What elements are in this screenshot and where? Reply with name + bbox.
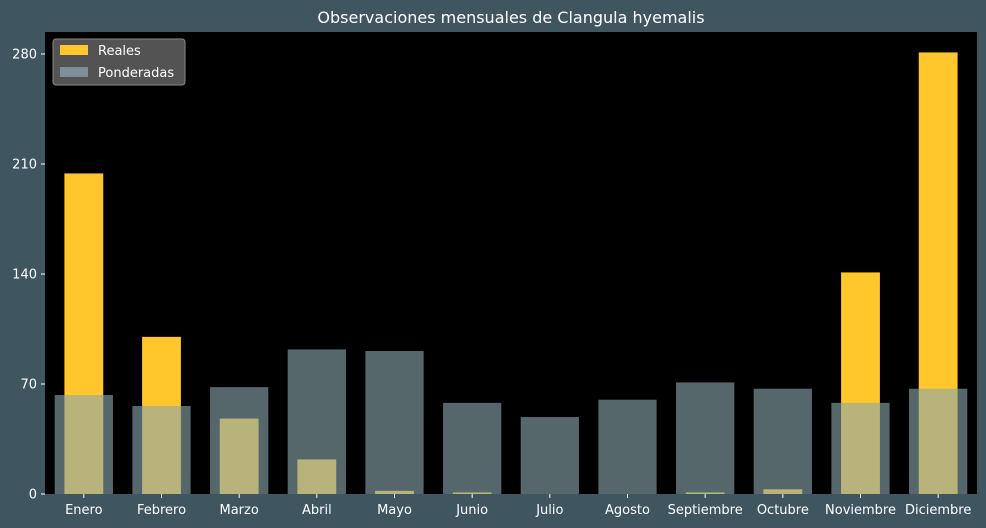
x-tick-label-diciembre: Diciembre bbox=[905, 503, 971, 518]
bar-ponderadas-mayo bbox=[365, 351, 424, 494]
y-tick-label-210: 210 bbox=[12, 158, 37, 173]
x-tick-label-enero: Enero bbox=[65, 503, 103, 518]
axes-layer: Enero Febrero Marzo Abril Mayo Junio Julio Agos… bbox=[12, 48, 971, 519]
legend-swatch-ponderadas bbox=[60, 67, 88, 77]
bar-ponderadas-julio bbox=[520, 417, 579, 494]
x-tick-label-septiembre: Septiembre bbox=[668, 503, 743, 518]
legend-label-reales: Reales bbox=[98, 44, 141, 59]
x-tick-label-febrero: Febrero bbox=[137, 503, 186, 518]
plot-area bbox=[45, 32, 977, 494]
y-tick-label-0: 0 bbox=[29, 488, 37, 503]
y-tick-label-140: 140 bbox=[12, 268, 37, 283]
bar-ponderadas-junio bbox=[443, 402, 502, 494]
bar-ponderadas-diciembre bbox=[909, 388, 968, 494]
bar-ponderadas-enero bbox=[54, 395, 113, 494]
legend: Reales Ponderadas bbox=[52, 38, 186, 86]
legend-swatch-reales bbox=[60, 45, 88, 55]
bar-ponderadas-octubre bbox=[753, 388, 812, 494]
chart-title: Observaciones mensuales de Clangula hyem… bbox=[317, 8, 704, 27]
bar-ponderadas-septiembre bbox=[676, 382, 735, 494]
x-tick-label-abril: Abril bbox=[302, 503, 332, 518]
x-tick-label-mayo: Mayo bbox=[377, 503, 412, 518]
x-tick-label-agosto: Agosto bbox=[605, 503, 650, 518]
y-tick-label-280: 280 bbox=[12, 48, 37, 63]
bar-ponderadas-febrero bbox=[132, 406, 191, 494]
x-tick-label-julio: Julio bbox=[535, 503, 563, 518]
bar-ponderadas-agosto bbox=[598, 399, 657, 494]
legend-label-ponderadas: Ponderadas bbox=[98, 66, 174, 81]
x-tick-label-octubre: Octubre bbox=[757, 503, 809, 518]
bars-layer bbox=[54, 52, 968, 495]
bar-ponderadas-abril bbox=[287, 349, 346, 494]
y-tick-label-70: 70 bbox=[20, 378, 37, 393]
x-tick-label-noviembre: Noviembre bbox=[825, 503, 896, 518]
x-tick-label-junio: Junio bbox=[455, 503, 488, 518]
x-tick-label-marzo: Marzo bbox=[220, 503, 259, 518]
bar-ponderadas-noviembre bbox=[831, 402, 890, 494]
bar-ponderadas-marzo bbox=[210, 387, 269, 494]
